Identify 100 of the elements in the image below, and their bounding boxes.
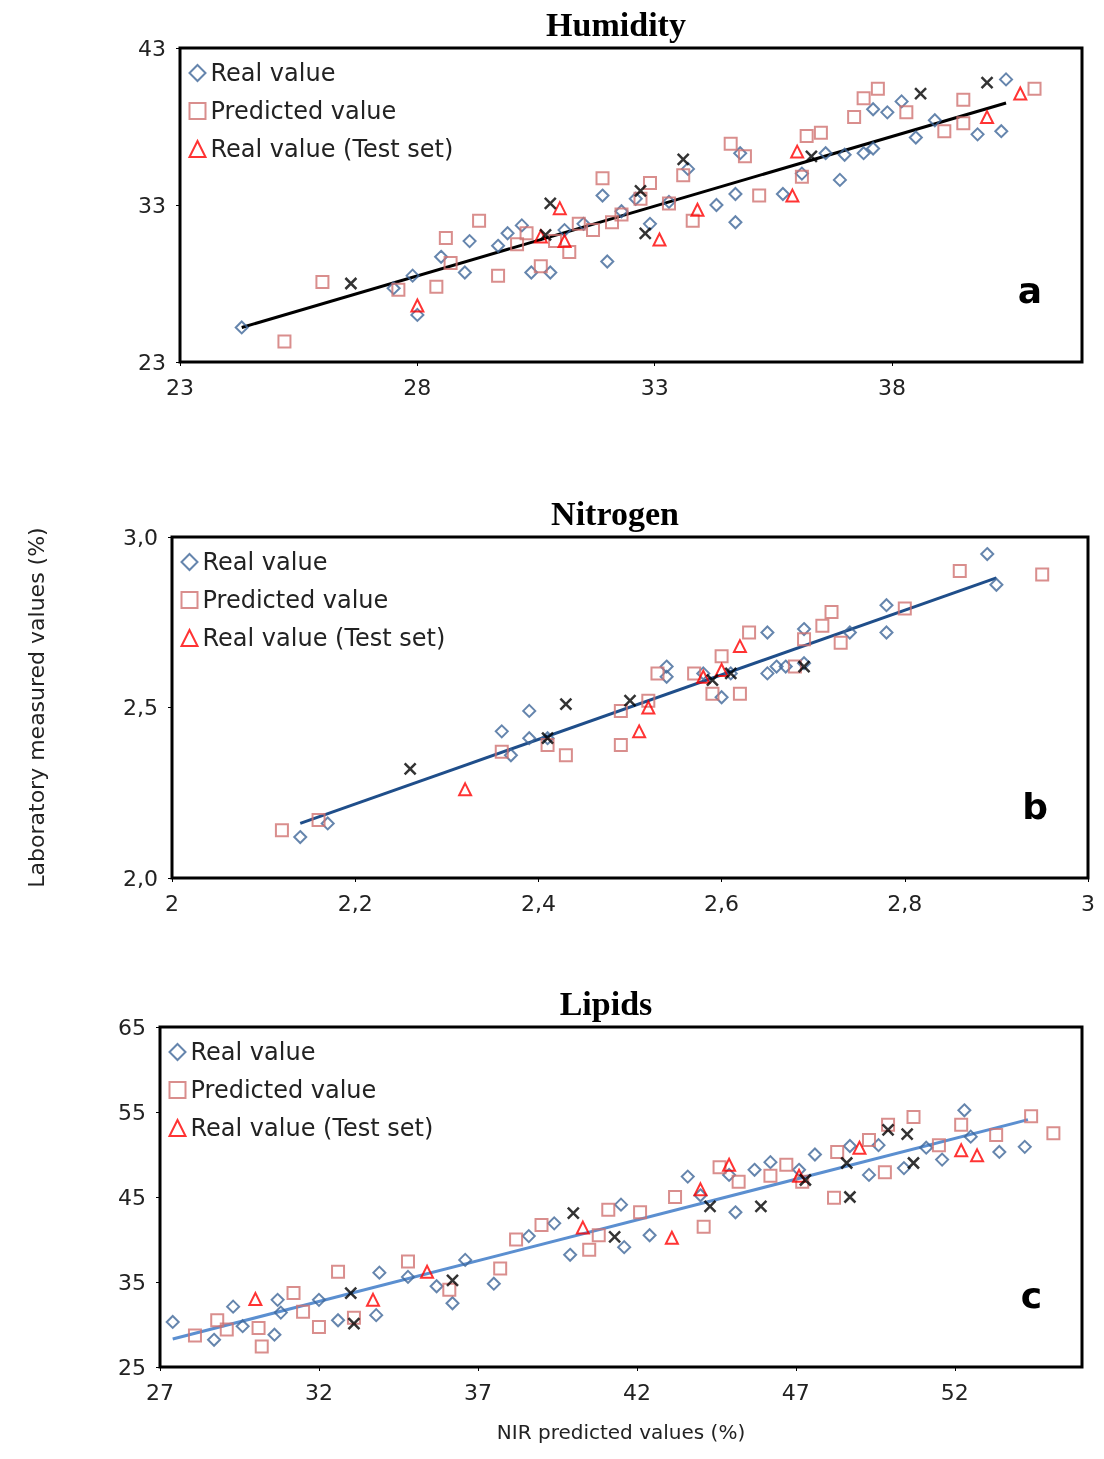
point — [980, 110, 995, 125]
chart-title: Lipids — [559, 984, 653, 1022]
point — [559, 697, 573, 711]
point — [274, 823, 289, 838]
point — [521, 1229, 536, 1244]
point — [493, 1261, 508, 1276]
y-tick-label: 35 — [118, 1269, 146, 1295]
point — [685, 213, 700, 228]
point — [728, 215, 743, 230]
x-axis-title: NIR predicted values (%) — [496, 1420, 746, 1444]
point — [963, 1129, 978, 1144]
point — [714, 649, 729, 664]
point — [509, 1232, 524, 1247]
point — [693, 1182, 708, 1197]
x-tick-label: 37 — [463, 1379, 492, 1405]
point — [799, 128, 814, 143]
point — [623, 693, 637, 708]
point — [248, 1292, 263, 1306]
point — [877, 1165, 892, 1180]
legend-label: Real value (Test set) — [210, 135, 454, 163]
point — [763, 1168, 778, 1183]
point — [899, 105, 914, 120]
point — [989, 1127, 1004, 1142]
point — [752, 188, 767, 203]
point — [954, 1117, 969, 1132]
point — [558, 748, 573, 763]
point — [346, 1310, 361, 1325]
point — [722, 1167, 737, 1182]
point — [522, 731, 537, 746]
point — [952, 564, 967, 579]
point — [557, 234, 572, 249]
point — [792, 1162, 807, 1177]
point — [931, 1138, 946, 1153]
point — [601, 1202, 616, 1217]
point — [742, 625, 757, 640]
point — [547, 1216, 562, 1231]
point — [607, 1230, 622, 1244]
point — [832, 172, 847, 187]
point — [613, 703, 628, 718]
y-tick-label: 45 — [118, 1184, 146, 1210]
x-tick-label: 47 — [781, 1379, 810, 1405]
point — [994, 124, 1009, 139]
point — [797, 632, 812, 647]
point — [226, 1299, 241, 1314]
point — [514, 218, 529, 233]
point — [613, 738, 628, 753]
point — [879, 625, 894, 640]
point — [927, 113, 942, 128]
point — [277, 334, 292, 349]
point — [420, 1264, 435, 1279]
x-tick-label: 2,4 — [520, 890, 556, 916]
legend-label: Predicted value — [190, 1076, 377, 1104]
point — [410, 298, 425, 313]
point — [331, 1313, 346, 1328]
point — [815, 618, 830, 633]
point — [443, 256, 458, 271]
point — [210, 1313, 225, 1328]
point — [273, 1305, 288, 1320]
point — [676, 152, 690, 167]
point — [970, 1148, 985, 1163]
y-tick-label: 33 — [138, 192, 166, 218]
point — [687, 666, 702, 681]
point — [881, 1117, 896, 1132]
point — [861, 1167, 876, 1182]
point — [519, 226, 534, 241]
point — [458, 1252, 473, 1267]
point — [503, 748, 518, 763]
point — [311, 1320, 326, 1335]
point — [913, 86, 928, 101]
point — [543, 196, 558, 211]
point — [728, 187, 743, 202]
point — [391, 282, 406, 297]
point — [690, 202, 705, 217]
point — [458, 782, 473, 797]
point — [457, 265, 472, 280]
point — [562, 245, 577, 260]
point — [797, 622, 812, 637]
point — [576, 216, 591, 231]
point — [728, 1205, 743, 1220]
point — [600, 254, 615, 269]
point — [650, 666, 665, 681]
point — [557, 223, 572, 238]
point — [595, 171, 610, 186]
point — [296, 1304, 311, 1319]
point — [775, 187, 790, 202]
annotation: b — [1022, 785, 1049, 827]
point — [980, 75, 994, 90]
point — [344, 276, 358, 291]
point — [866, 102, 881, 117]
point — [827, 1190, 842, 1205]
point — [207, 1332, 222, 1347]
point — [970, 127, 985, 142]
point — [1017, 1139, 1032, 1154]
point — [956, 92, 971, 107]
chart-title: Nitrogen — [551, 494, 679, 532]
point — [818, 146, 833, 161]
point — [320, 816, 335, 831]
point — [165, 1314, 180, 1329]
x-tick-label: 42 — [622, 1379, 651, 1405]
point — [372, 1265, 387, 1280]
